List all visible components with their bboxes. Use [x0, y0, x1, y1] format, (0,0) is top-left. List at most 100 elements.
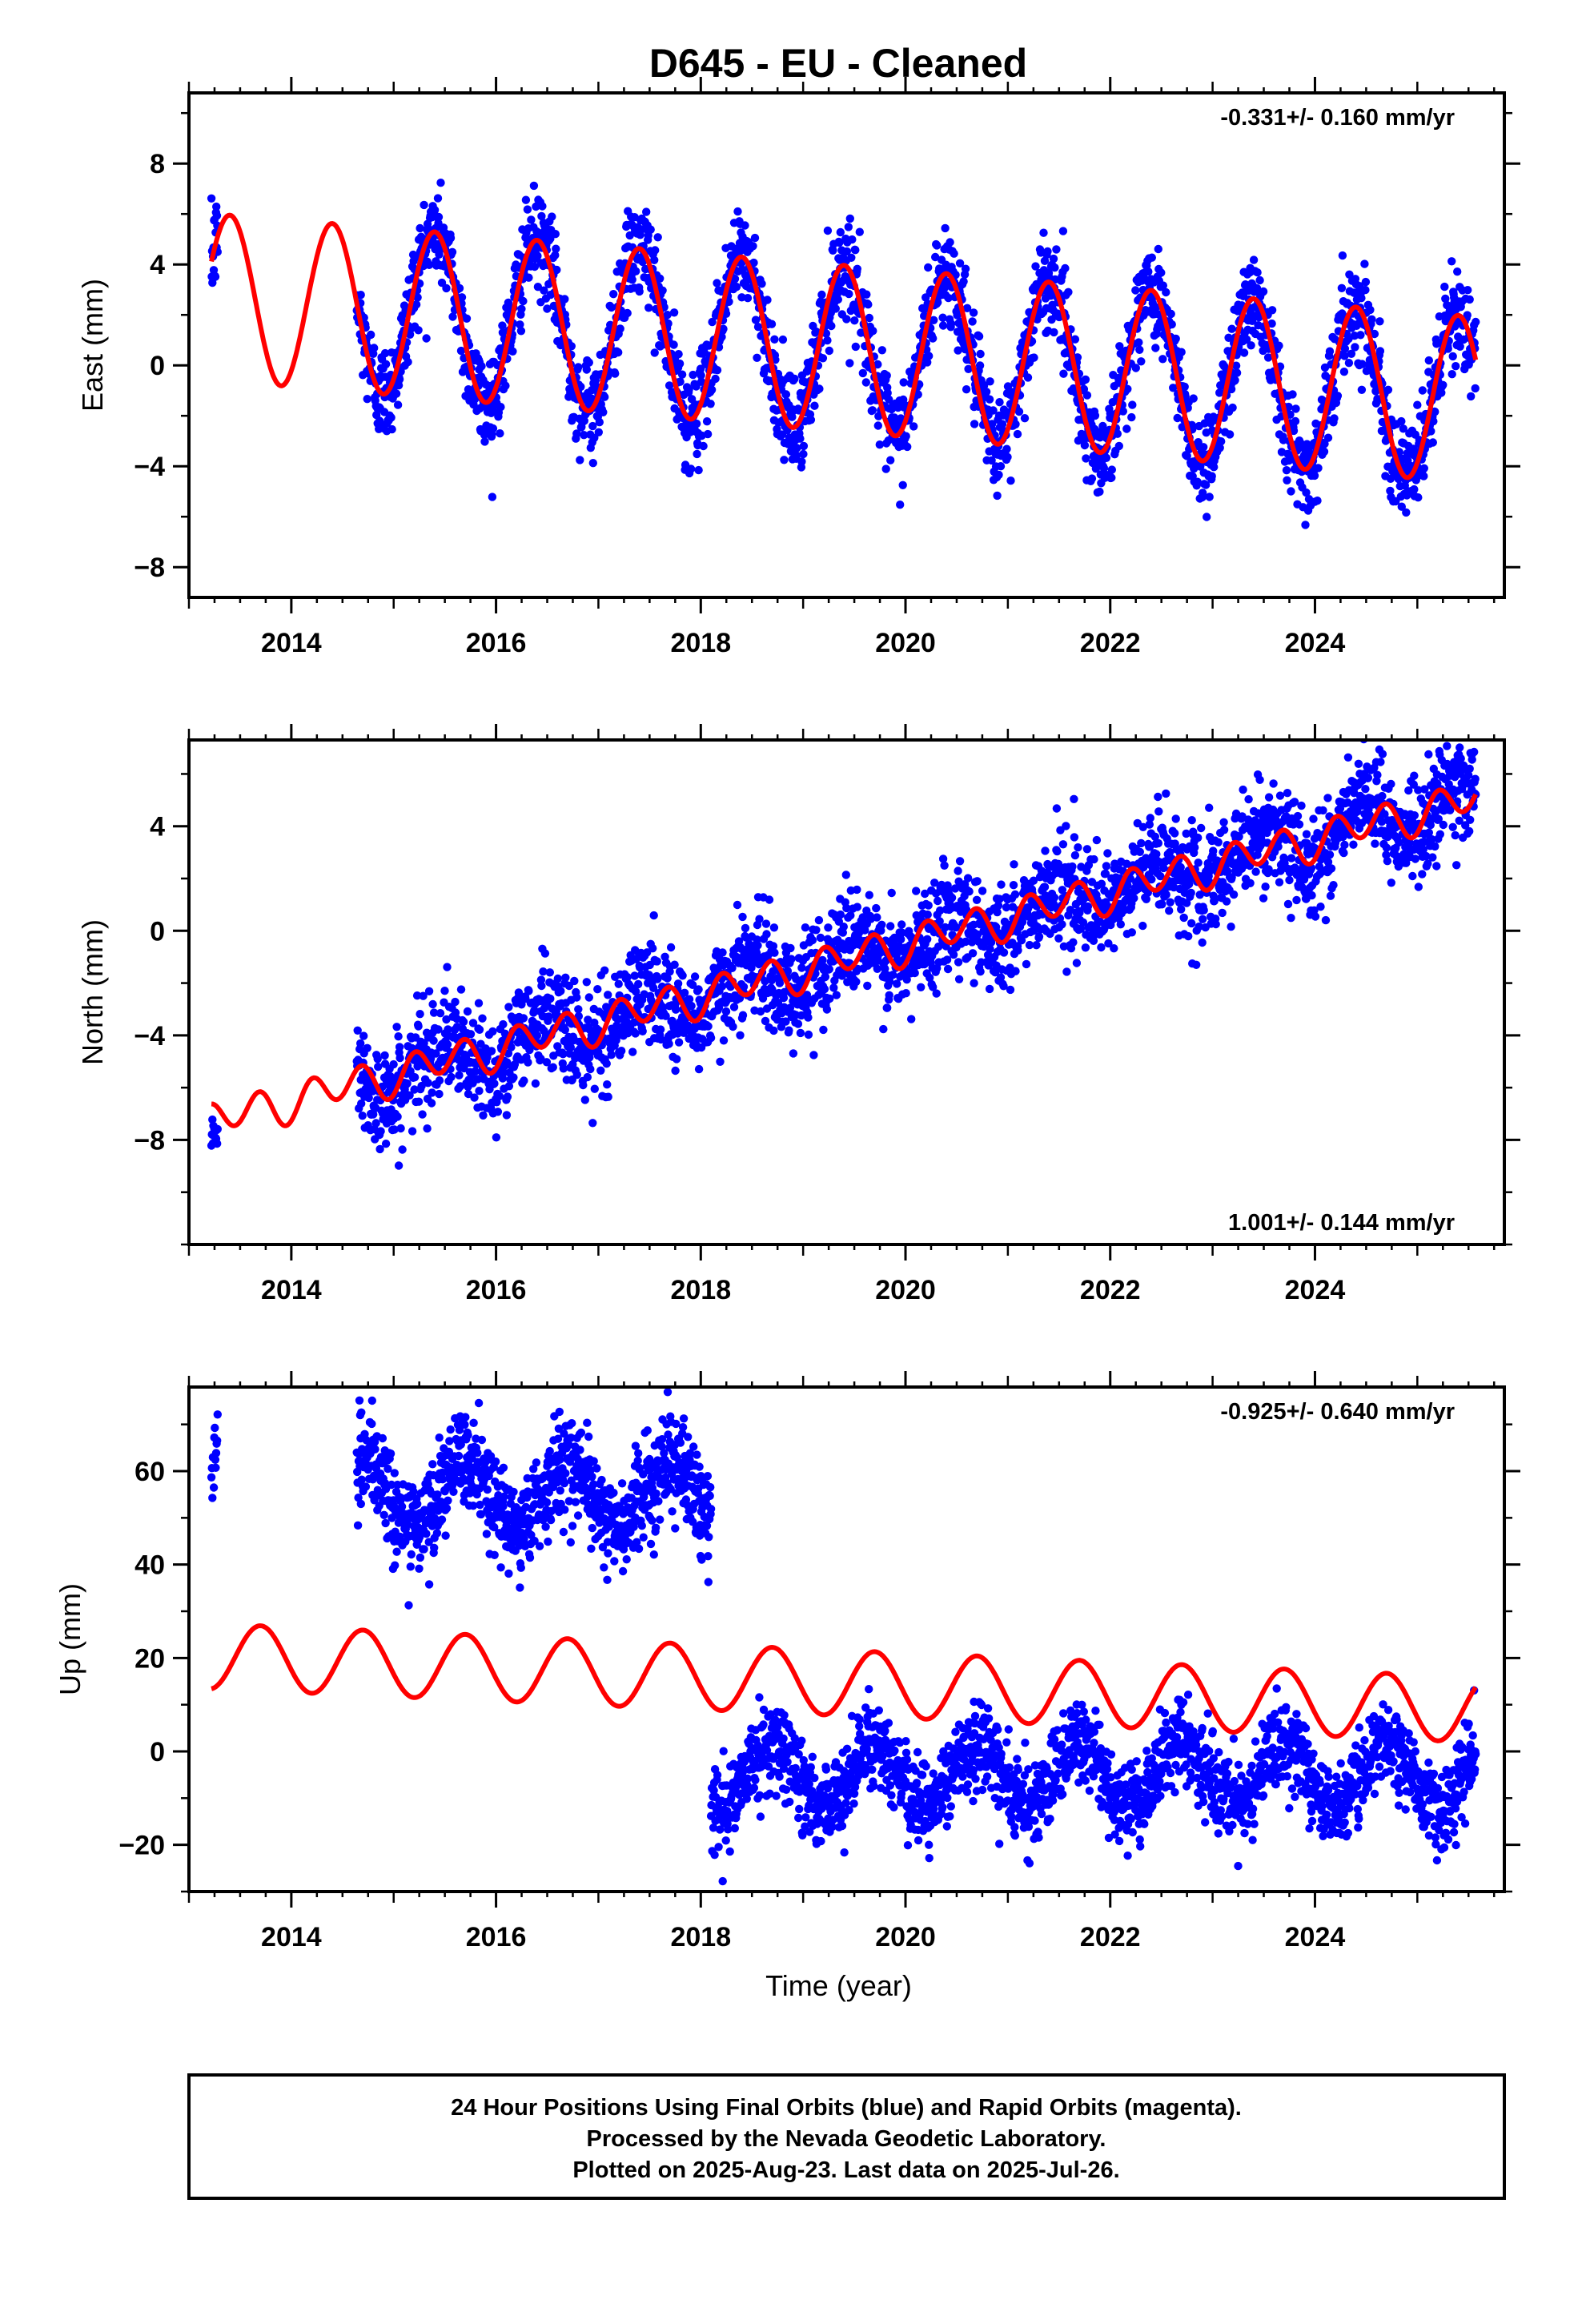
north-data-point	[739, 983, 749, 991]
north-data-point	[590, 1084, 599, 1093]
east-frame	[187, 91, 1506, 599]
east-data-point	[713, 279, 721, 287]
east-data-point	[1340, 352, 1349, 360]
north-data-point	[443, 963, 452, 971]
east-data-point	[790, 374, 799, 384]
north-data-point	[596, 1066, 605, 1076]
east-data-point	[422, 334, 431, 343]
north-data-point	[1162, 789, 1170, 798]
east-data-point	[1082, 391, 1092, 400]
north-data-point	[1198, 938, 1207, 947]
east-data-point	[799, 449, 808, 459]
east-data-point	[950, 249, 958, 258]
east-data-point	[594, 428, 603, 436]
north-data-point	[1053, 846, 1062, 856]
north-data-point	[428, 999, 437, 1009]
east-data-point	[540, 286, 548, 295]
east-data-point	[781, 390, 791, 399]
east-data-point	[827, 321, 836, 331]
east-rate-label: -0.331+/- 0.160 mm/yr	[1220, 105, 1455, 131]
east-data-point	[1291, 404, 1300, 413]
east-data-point	[524, 273, 533, 282]
east-data-point	[1418, 386, 1427, 395]
east-data-point	[395, 375, 404, 384]
east-data-point	[851, 342, 861, 352]
north-data-point	[1074, 843, 1082, 852]
north-data-point	[796, 1028, 805, 1038]
north-data-point	[972, 895, 982, 905]
north-data-point	[653, 975, 662, 983]
north-data-point	[717, 982, 727, 991]
north-data-point	[1011, 967, 1020, 975]
north-data-point	[429, 1036, 438, 1045]
north-data-point	[990, 968, 1000, 977]
north-data-point	[1075, 908, 1084, 918]
east-data-point	[1286, 410, 1295, 419]
east-data-point	[1031, 262, 1040, 271]
east-data-point	[1375, 317, 1384, 326]
east-data-point	[1113, 429, 1122, 438]
north-data-point	[694, 985, 703, 994]
east-data-point	[1249, 255, 1259, 264]
north-data-point	[1179, 913, 1188, 923]
east-data-point	[959, 277, 968, 286]
east-data-point	[1386, 486, 1395, 496]
north-data-point	[1103, 849, 1112, 858]
east-data-point	[576, 456, 584, 464]
north-data-point	[1192, 960, 1201, 970]
north-data-point	[471, 1067, 480, 1076]
east-data-point	[1397, 416, 1406, 426]
north-data-point	[502, 1111, 512, 1120]
east-data-point	[1253, 268, 1262, 277]
north-data-point	[381, 1140, 391, 1148]
north-data-point	[837, 971, 847, 980]
east-data-point	[1413, 400, 1422, 409]
east-data-point	[1169, 384, 1178, 392]
east-data-point	[588, 421, 597, 431]
north-data-point	[1195, 922, 1203, 931]
east-data-point	[1123, 384, 1132, 393]
east-data-point	[462, 314, 472, 323]
east-data-point	[600, 392, 609, 401]
east-data-point	[941, 223, 950, 233]
north-data-point	[213, 1139, 222, 1148]
east-data-point	[595, 418, 604, 427]
north-data-point	[447, 1072, 456, 1082]
east-data-point	[1397, 502, 1407, 511]
east-data-point	[1215, 444, 1224, 452]
east-data-point	[974, 332, 984, 341]
north-data-point	[459, 1017, 468, 1027]
east-data-point	[523, 205, 532, 214]
east-data-point	[1147, 253, 1157, 262]
north-data-point	[617, 1047, 626, 1055]
north-data-point	[537, 981, 546, 991]
east-data-point	[713, 366, 722, 375]
north-data-point	[429, 1008, 439, 1017]
north-data-point	[954, 958, 963, 967]
east-data-point	[883, 388, 892, 397]
north-data-point	[965, 887, 974, 896]
north-data-point	[797, 963, 806, 972]
east-data-point	[1193, 477, 1202, 486]
east-data-point	[1383, 385, 1393, 394]
east-data-point	[642, 207, 651, 216]
east-data-point	[1291, 416, 1300, 426]
east-data-point	[1151, 303, 1161, 312]
north-data-point	[213, 1124, 222, 1134]
east-data-point	[933, 241, 942, 250]
north-data-point	[1138, 921, 1147, 931]
east-data-point	[862, 290, 871, 299]
east-data-point	[628, 275, 636, 284]
east-data-point	[750, 233, 760, 243]
north-data-point	[405, 1091, 414, 1100]
north-data-point	[634, 979, 643, 989]
east-data-point	[1231, 376, 1239, 384]
north-data-point	[1184, 931, 1193, 941]
east-data-point	[982, 388, 991, 396]
east-data-point	[632, 267, 640, 275]
north-data-point	[1025, 940, 1034, 950]
north-data-point	[1097, 879, 1106, 888]
north-data-point	[1010, 860, 1018, 869]
east-data-point	[1073, 353, 1082, 362]
east-data-point	[873, 421, 883, 430]
